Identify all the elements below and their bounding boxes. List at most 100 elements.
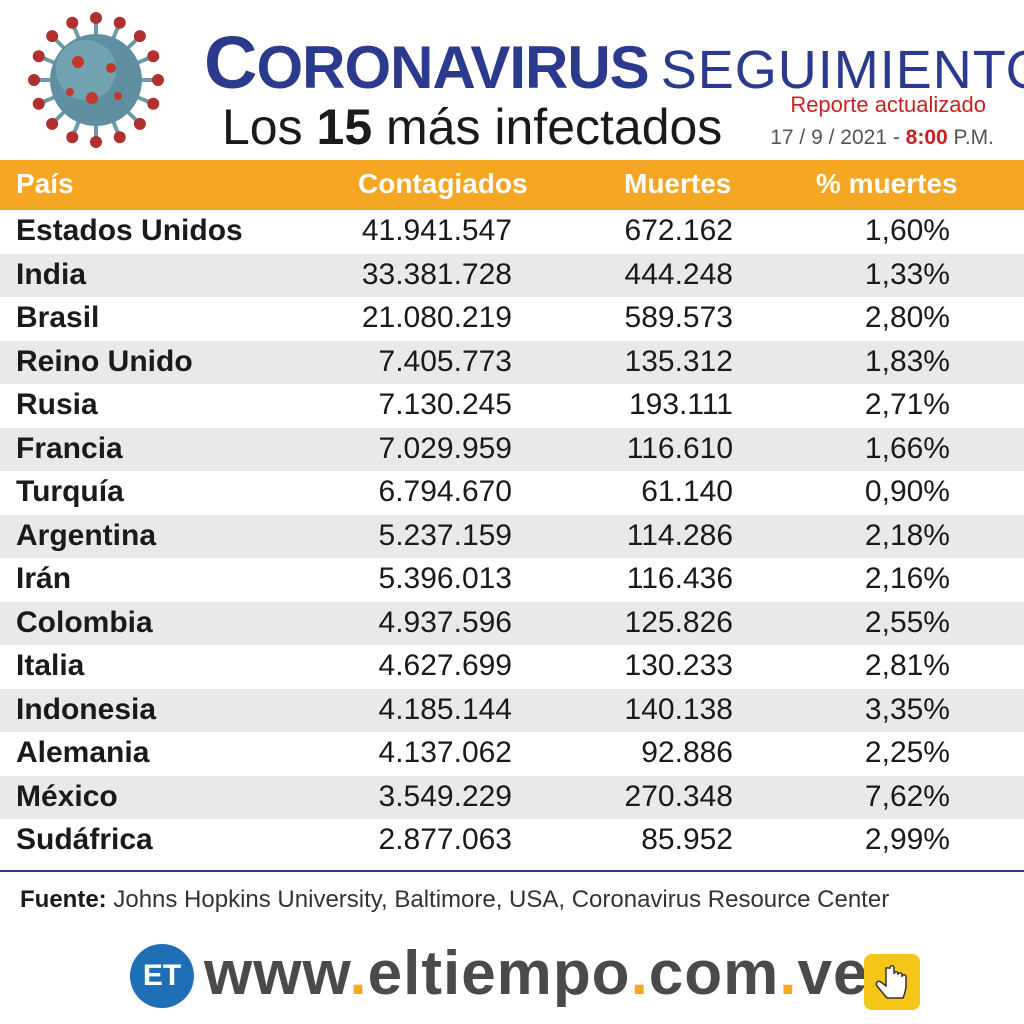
url-dot: . bbox=[779, 939, 798, 1008]
death-rate-cell: 2,16% bbox=[864, 562, 950, 595]
column-header-cases: Contagiados bbox=[358, 168, 528, 199]
title: CORONAVIRUS SEGUIMIENTO bbox=[204, 20, 1024, 105]
subtitle-pre: Los bbox=[222, 99, 317, 155]
country-cell: México bbox=[16, 779, 118, 813]
deaths-cell: 672.162 bbox=[624, 214, 733, 247]
deaths-cell: 140.138 bbox=[624, 692, 733, 726]
death-rate-cell: 2,55% bbox=[864, 605, 950, 639]
country-cell: Colombia bbox=[16, 605, 153, 639]
deaths-cell: 85.952 bbox=[641, 823, 733, 856]
table-row: Irán 5.396.013 116.436 2,16% bbox=[0, 558, 1024, 601]
table-row: Rusia 7.130.245 193.111 2,71% bbox=[0, 384, 1024, 427]
table-row: Reino Unido 7.405.773 135.312 1,83% bbox=[0, 340, 1024, 384]
report-label: Reporte actualizado bbox=[790, 92, 986, 117]
url-dot: . bbox=[349, 939, 368, 1008]
cases-cell: 4.185.144 bbox=[378, 692, 512, 726]
country-cell: Argentina bbox=[16, 518, 157, 552]
title-main: CORONAVIRUS bbox=[204, 21, 650, 104]
cases-cell: 3.549.229 bbox=[378, 779, 512, 813]
deaths-cell: 270.348 bbox=[624, 779, 733, 813]
url-dot: . bbox=[630, 939, 649, 1008]
deaths-cell: 92.886 bbox=[641, 736, 733, 769]
et-logo: ET bbox=[130, 944, 194, 1008]
death-rate-cell: 3,35% bbox=[864, 692, 950, 726]
coronavirus-icon bbox=[28, 12, 164, 148]
url-www: www bbox=[204, 939, 350, 1008]
subtitle-post: más infectados bbox=[372, 99, 723, 155]
table-row: Sudáfrica 2.877.063 85.952 2,99% bbox=[0, 819, 1024, 862]
deaths-cell: 193.111 bbox=[629, 388, 733, 421]
country-cell: Turquía bbox=[16, 475, 124, 508]
source-label: Fuente: bbox=[20, 886, 107, 913]
country-cell: Alemania bbox=[16, 736, 150, 769]
report-date-value: 17 / 9 / 2021 - bbox=[770, 126, 906, 149]
cases-cell: 5.396.013 bbox=[378, 562, 512, 595]
death-rate-cell: 2,80% bbox=[864, 301, 950, 334]
website-url[interactable]: www.eltiempo.com.ve bbox=[204, 938, 868, 1009]
death-rate-cell: 7,62% bbox=[864, 779, 950, 813]
report-ampm: P.M. bbox=[947, 126, 994, 149]
deaths-cell: 125.826 bbox=[624, 605, 733, 639]
table-row: India 33.381.728 444.248 1,33% bbox=[0, 253, 1024, 297]
column-header-deaths: Muertes bbox=[624, 168, 732, 199]
title-first-letter: C bbox=[204, 21, 257, 104]
title-sub: SEGUIMIENTO bbox=[660, 40, 1024, 100]
title-rest: ORONAVIRUS bbox=[256, 34, 649, 101]
url-name: eltiempo bbox=[367, 939, 631, 1008]
cases-cell: 2.877.063 bbox=[378, 823, 512, 856]
header: CORONAVIRUS SEGUIMIENTO Los 15 más infect… bbox=[0, 0, 1024, 160]
death-rate-cell: 1,60% bbox=[864, 214, 950, 247]
subtitle-number: 15 bbox=[316, 99, 373, 155]
cases-cell: 7.029.959 bbox=[378, 431, 512, 465]
table-row: Francia 7.029.959 116.610 1,66% bbox=[0, 427, 1024, 471]
country-cell: Irán bbox=[16, 562, 72, 595]
cases-cell: 33.381.728 bbox=[361, 257, 512, 291]
cases-cell: 4.137.062 bbox=[378, 736, 512, 769]
death-rate-cell: 2,25% bbox=[864, 736, 950, 769]
country-cell: Italia bbox=[16, 649, 85, 682]
death-rate-cell: 0,90% bbox=[864, 475, 950, 508]
table-row: Estados Unidos 41.941.547 672.162 1,60% bbox=[0, 210, 1024, 253]
country-cell: Indonesia bbox=[16, 692, 157, 726]
table-row: Brasil 21.080.219 589.573 2,80% bbox=[0, 297, 1024, 340]
table-row: Turquía 6.794.670 61.140 0,90% bbox=[0, 471, 1024, 514]
source-line: Fuente: Johns Hopkins University, Baltim… bbox=[0, 870, 1024, 932]
country-cell: India bbox=[16, 257, 87, 291]
cases-cell: 4.627.699 bbox=[378, 649, 512, 682]
table-header: País Contagiados Muertes % muertes bbox=[0, 160, 1024, 210]
deaths-cell: 116.436 bbox=[626, 562, 733, 595]
report-date: 17 / 9 / 2021 - 8:00 P.M. bbox=[770, 126, 994, 150]
data-table: País Contagiados Muertes % muertes Estad… bbox=[0, 160, 1024, 868]
death-rate-cell: 2,99% bbox=[864, 823, 950, 856]
deaths-cell: 130.233 bbox=[624, 649, 733, 682]
death-rate-cell: 2,81% bbox=[864, 649, 950, 682]
url-com: com bbox=[648, 939, 780, 1008]
country-cell: Rusia bbox=[16, 388, 98, 421]
deaths-cell: 135.312 bbox=[624, 344, 733, 378]
death-rate-cell: 2,18% bbox=[864, 518, 950, 552]
cases-cell: 5.237.159 bbox=[378, 518, 512, 552]
death-rate-cell: 1,33% bbox=[864, 257, 950, 291]
source-text: Fuente: Johns Hopkins University, Baltim… bbox=[20, 886, 889, 914]
country-cell: Estados Unidos bbox=[16, 214, 243, 247]
source-value: Johns Hopkins University, Baltimore, USA… bbox=[106, 886, 890, 913]
deaths-cell: 444.248 bbox=[624, 257, 733, 291]
brand-bar: ET www.eltiempo.com.ve bbox=[0, 932, 1024, 1024]
cases-cell: 7.405.773 bbox=[378, 344, 512, 378]
death-rate-cell: 1,83% bbox=[864, 344, 950, 378]
cases-cell: 21.080.219 bbox=[361, 301, 512, 334]
click-hand-icon bbox=[864, 954, 920, 1010]
column-header-death-rate: % muertes bbox=[816, 168, 958, 199]
table-row: México 3.549.229 270.348 7,62% bbox=[0, 775, 1024, 819]
column-header-country: País bbox=[16, 168, 74, 199]
cases-cell: 6.794.670 bbox=[378, 475, 512, 508]
death-rate-cell: 2,71% bbox=[864, 388, 950, 421]
country-cell: Brasil bbox=[16, 301, 100, 334]
cases-cell: 7.130.245 bbox=[378, 388, 512, 421]
country-cell: Francia bbox=[16, 431, 123, 465]
table-row: Alemania 4.137.062 92.886 2,25% bbox=[0, 732, 1024, 775]
deaths-cell: 116.610 bbox=[626, 431, 733, 465]
country-cell: Sudáfrica bbox=[16, 823, 153, 856]
table-row: Indonesia 4.185.144 140.138 3,35% bbox=[0, 688, 1024, 732]
